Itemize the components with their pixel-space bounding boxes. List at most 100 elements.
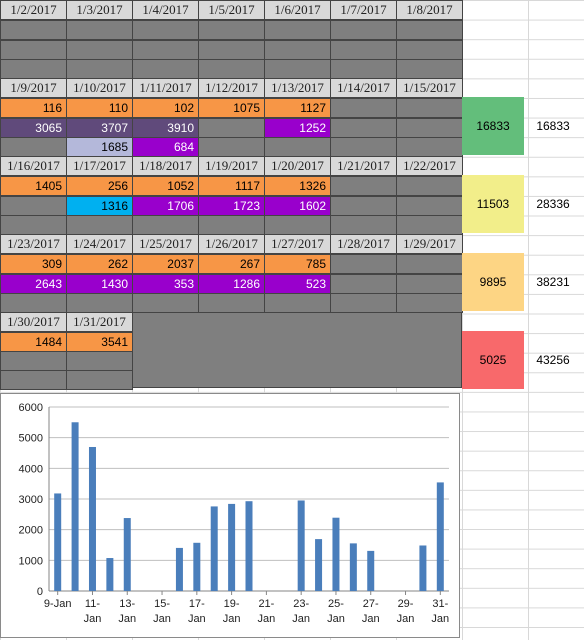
date-header[interactable]: 1/17/2017 xyxy=(66,156,133,176)
value-cell[interactable] xyxy=(264,137,331,157)
date-header[interactable]: 1/15/2017 xyxy=(396,78,463,98)
value-cell[interactable]: 1117 xyxy=(198,176,265,196)
week-total-cell[interactable]: 16833 xyxy=(462,97,524,155)
value-cell[interactable]: 1286 xyxy=(198,273,265,294)
date-header[interactable]: 1/31/2017 xyxy=(66,312,133,332)
date-header[interactable]: 1/22/2017 xyxy=(396,156,463,176)
value-cell[interactable] xyxy=(396,59,463,79)
value-cell[interactable]: 1075 xyxy=(198,98,265,118)
value-cell[interactable] xyxy=(330,20,397,40)
value-cell[interactable] xyxy=(330,117,397,138)
value-cell[interactable] xyxy=(66,370,133,390)
value-cell[interactable] xyxy=(330,195,397,216)
value-cell[interactable] xyxy=(330,137,397,157)
date-header[interactable]: 1/20/2017 xyxy=(264,156,331,176)
value-cell[interactable] xyxy=(330,293,397,313)
value-cell[interactable] xyxy=(66,39,133,60)
value-cell[interactable] xyxy=(0,59,67,79)
date-header[interactable]: 1/13/2017 xyxy=(264,78,331,98)
value-cell[interactable] xyxy=(132,215,199,235)
value-cell[interactable]: 3541 xyxy=(66,332,133,352)
date-header[interactable]: 1/21/2017 xyxy=(330,156,397,176)
value-cell[interactable] xyxy=(264,39,331,60)
value-cell[interactable] xyxy=(198,293,265,313)
value-cell[interactable] xyxy=(396,176,463,196)
value-cell[interactable]: 684 xyxy=(132,137,199,157)
date-header[interactable]: 1/18/2017 xyxy=(132,156,199,176)
value-cell[interactable] xyxy=(330,176,397,196)
value-cell[interactable] xyxy=(198,215,265,235)
value-cell[interactable]: 2037 xyxy=(132,254,199,274)
date-header[interactable]: 1/26/2017 xyxy=(198,234,265,254)
date-header[interactable]: 1/7/2017 xyxy=(330,0,397,20)
value-cell[interactable]: 1685 xyxy=(66,137,133,157)
value-cell[interactable] xyxy=(66,351,133,371)
date-header[interactable]: 1/30/2017 xyxy=(0,312,67,332)
value-cell[interactable] xyxy=(66,20,133,40)
value-cell[interactable]: 3910 xyxy=(132,117,199,138)
value-cell[interactable] xyxy=(0,137,67,157)
date-header[interactable]: 1/4/2017 xyxy=(132,0,199,20)
value-cell[interactable] xyxy=(330,39,397,60)
value-cell[interactable]: 2643 xyxy=(0,273,67,294)
value-cell[interactable] xyxy=(0,370,67,390)
value-cell[interactable]: 1405 xyxy=(0,176,67,196)
value-cell[interactable] xyxy=(132,293,199,313)
value-cell[interactable]: 1316 xyxy=(66,195,133,216)
value-cell[interactable] xyxy=(330,254,397,274)
value-cell[interactable] xyxy=(330,59,397,79)
value-cell[interactable]: 1723 xyxy=(198,195,265,216)
value-cell[interactable]: 1252 xyxy=(264,117,331,138)
value-cell[interactable]: 262 xyxy=(66,254,133,274)
value-cell[interactable]: 102 xyxy=(132,98,199,118)
value-cell[interactable]: 353 xyxy=(132,273,199,294)
value-cell[interactable] xyxy=(198,137,265,157)
date-header[interactable]: 1/5/2017 xyxy=(198,0,265,20)
value-cell[interactable] xyxy=(396,273,463,294)
value-cell[interactable] xyxy=(66,293,133,313)
value-cell[interactable] xyxy=(132,59,199,79)
value-cell[interactable] xyxy=(264,20,331,40)
value-cell[interactable] xyxy=(396,293,463,313)
value-cell[interactable]: 3707 xyxy=(66,117,133,138)
value-cell[interactable] xyxy=(264,59,331,79)
value-cell[interactable] xyxy=(396,39,463,60)
value-cell[interactable] xyxy=(396,117,463,138)
value-cell[interactable] xyxy=(198,59,265,79)
date-header[interactable]: 1/2/2017 xyxy=(0,0,67,20)
value-cell[interactable] xyxy=(330,273,397,294)
date-header[interactable]: 1/29/2017 xyxy=(396,234,463,254)
value-cell[interactable] xyxy=(330,98,397,118)
value-cell[interactable] xyxy=(330,215,397,235)
date-header[interactable]: 1/3/2017 xyxy=(66,0,133,20)
value-cell[interactable] xyxy=(264,293,331,313)
value-cell[interactable] xyxy=(198,20,265,40)
running-total-cell[interactable]: 43256 xyxy=(536,353,570,367)
value-cell[interactable]: 309 xyxy=(0,254,67,274)
date-header[interactable]: 1/24/2017 xyxy=(66,234,133,254)
date-header[interactable]: 1/19/2017 xyxy=(198,156,265,176)
value-cell[interactable]: 523 xyxy=(264,273,331,294)
running-total-cell[interactable]: 38231 xyxy=(536,275,570,289)
value-cell[interactable]: 110 xyxy=(66,98,133,118)
value-cell[interactable]: 1127 xyxy=(264,98,331,118)
value-cell[interactable] xyxy=(132,20,199,40)
value-cell[interactable] xyxy=(396,98,463,118)
value-cell[interactable]: 1484 xyxy=(0,332,67,352)
date-header[interactable]: 1/11/2017 xyxy=(132,78,199,98)
value-cell[interactable] xyxy=(198,117,265,138)
date-header[interactable]: 1/25/2017 xyxy=(132,234,199,254)
value-cell[interactable]: 3065 xyxy=(0,117,67,138)
value-cell[interactable] xyxy=(396,195,463,216)
value-cell[interactable] xyxy=(0,39,67,60)
value-cell[interactable] xyxy=(396,137,463,157)
date-header[interactable]: 1/28/2017 xyxy=(330,234,397,254)
date-header[interactable]: 1/8/2017 xyxy=(396,0,463,20)
date-header[interactable]: 1/14/2017 xyxy=(330,78,397,98)
running-total-cell[interactable]: 28336 xyxy=(536,197,570,211)
date-header[interactable]: 1/12/2017 xyxy=(198,78,265,98)
value-cell[interactable] xyxy=(66,59,133,79)
value-cell[interactable] xyxy=(0,293,67,313)
value-cell[interactable] xyxy=(0,195,67,216)
value-cell[interactable]: 1326 xyxy=(264,176,331,196)
